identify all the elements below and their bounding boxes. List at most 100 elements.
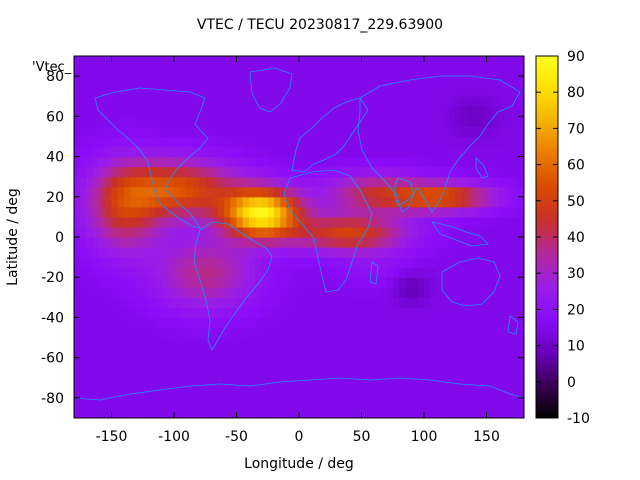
heatmap-cell — [86, 337, 94, 349]
heatmap-cell — [449, 347, 456, 359]
heatmap-cell — [249, 367, 256, 379]
heatmap-cell — [217, 287, 225, 298]
heatmap-cell — [167, 106, 175, 117]
heatmap-cell — [386, 196, 394, 208]
heatmap-cell — [405, 237, 413, 248]
heatmap-cell — [174, 357, 181, 369]
heatmap-cell — [374, 136, 381, 148]
heatmap-cell — [124, 196, 131, 208]
heatmap-cell — [217, 216, 225, 228]
heatmap-cell — [455, 146, 463, 158]
heatmap-cell — [142, 247, 150, 258]
heatmap-cell — [161, 106, 169, 117]
heatmap-cell — [367, 196, 375, 208]
heatmap-cell — [380, 237, 388, 248]
heatmap-cell — [255, 307, 263, 319]
heatmap-cell — [399, 367, 406, 379]
heatmap-cell — [224, 166, 231, 178]
heatmap-cell — [261, 226, 269, 238]
heatmap-cell — [499, 116, 506, 127]
heatmap-cell — [324, 166, 331, 178]
heatmap-cell — [455, 307, 463, 319]
heatmap-cell — [474, 367, 481, 379]
heatmap-cell — [455, 56, 463, 67]
heatmap-cell — [392, 66, 400, 77]
heatmap-cell — [124, 347, 131, 359]
heatmap-cell — [111, 146, 119, 158]
heatmap-cell — [374, 347, 381, 359]
heatmap-cell — [286, 337, 294, 349]
heatmap-cell — [111, 247, 119, 258]
heatmap-cell — [442, 337, 450, 349]
heatmap-cell — [130, 257, 138, 268]
heatmap-cell — [349, 297, 356, 308]
heatmap-cell — [380, 257, 388, 268]
heatmap-cell — [174, 397, 181, 409]
heatmap-cell — [217, 96, 225, 107]
heatmap-cell — [192, 156, 200, 168]
heatmap-cell — [374, 377, 381, 389]
heatmap-cell — [149, 226, 156, 238]
heatmap-cell — [405, 216, 413, 228]
heatmap-cell — [205, 367, 213, 379]
heatmap-cell — [130, 76, 138, 87]
heatmap-cell — [330, 377, 338, 389]
heatmap-cell — [74, 156, 81, 168]
heatmap-cell — [517, 216, 524, 228]
heatmap-cell — [249, 317, 256, 329]
heatmap-cell — [374, 126, 381, 138]
heatmap-cell — [124, 166, 131, 178]
heatmap-cell — [80, 387, 88, 399]
heatmap-cell — [117, 387, 125, 399]
heatmap-cell — [99, 277, 106, 288]
heatmap-cell — [361, 267, 369, 278]
heatmap-cell — [299, 146, 306, 158]
heatmap-cell — [305, 337, 313, 349]
heatmap-cell — [392, 357, 400, 369]
heatmap-cell — [367, 397, 375, 409]
heatmap-cell — [461, 86, 469, 97]
heatmap-cell — [130, 126, 138, 138]
heatmap-cell — [511, 317, 519, 329]
heatmap-cell — [436, 156, 444, 168]
heatmap-cell — [80, 287, 88, 298]
y-tick-label: -60 — [41, 351, 64, 367]
heatmap-cell — [517, 126, 524, 138]
heatmap-cell — [92, 277, 100, 288]
heatmap-cell — [505, 206, 513, 218]
heatmap-cell — [324, 116, 331, 127]
heatmap-cell — [267, 166, 275, 178]
heatmap-cell — [149, 257, 156, 268]
heatmap-cell — [217, 176, 225, 188]
heatmap-cell — [142, 56, 150, 67]
heatmap-cell — [124, 226, 131, 238]
heatmap-cell — [299, 106, 306, 117]
heatmap-cell — [330, 247, 338, 258]
heatmap-cell — [430, 116, 438, 127]
heatmap-cell — [436, 247, 444, 258]
heatmap-cell — [492, 136, 500, 148]
heatmap-cell — [442, 136, 450, 148]
heatmap-cell — [499, 367, 506, 379]
heatmap-cell — [430, 407, 438, 418]
heatmap-cell — [136, 257, 144, 268]
heatmap-cell — [492, 56, 500, 67]
heatmap-cell — [286, 86, 294, 97]
heatmap-cell — [380, 216, 388, 228]
heatmap-cell — [180, 307, 188, 319]
heatmap-cell — [261, 307, 269, 319]
heatmap-cell — [455, 216, 463, 228]
heatmap-cell — [224, 196, 231, 208]
heatmap-cell — [517, 257, 524, 268]
heatmap-cell — [224, 206, 231, 218]
heatmap-cell — [199, 317, 206, 329]
heatmap-cell — [249, 166, 256, 178]
heatmap-cell — [142, 357, 150, 369]
heatmap-cell — [336, 86, 344, 97]
chart-title: VTEC / TECU 20230817_229.63900 — [196, 17, 444, 33]
heatmap-cell — [324, 337, 331, 349]
heatmap-cell — [436, 56, 444, 67]
heatmap-cell — [186, 156, 194, 168]
heatmap-cell — [174, 96, 181, 107]
heatmap-cell — [424, 287, 431, 298]
